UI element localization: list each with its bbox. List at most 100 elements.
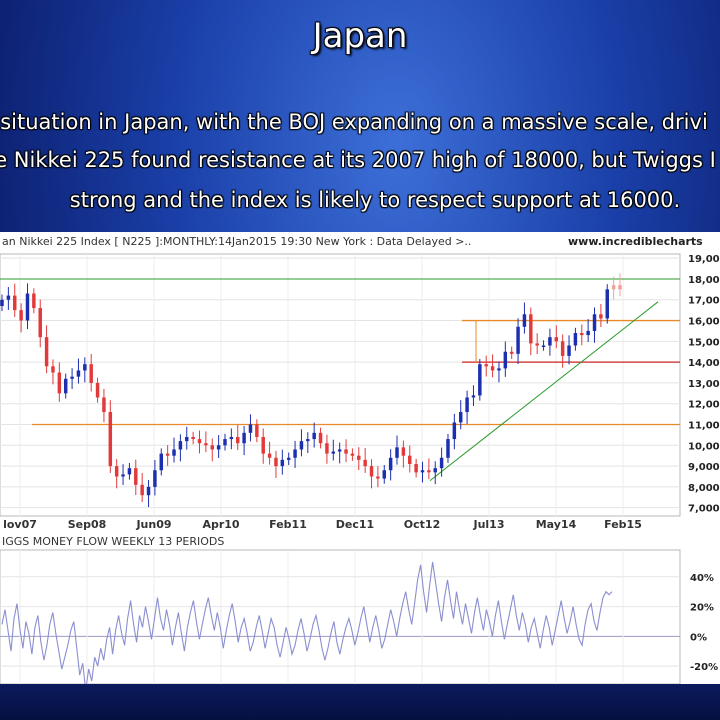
candle-body bbox=[306, 439, 310, 442]
candle-body bbox=[490, 366, 495, 371]
price-x-tick-label: Dec11 bbox=[336, 518, 374, 531]
indicator-grid bbox=[0, 550, 680, 684]
price-y-tick-label: 11,00 bbox=[688, 421, 720, 432]
indicator-y-tick-label: 40% bbox=[690, 573, 714, 584]
indicator-y-axis: 40% 20% 0% -20% bbox=[690, 573, 718, 673]
bottom-band bbox=[0, 684, 720, 720]
candle-body bbox=[522, 314, 527, 327]
candle-body bbox=[19, 310, 23, 321]
candle-body bbox=[458, 412, 463, 423]
candle-body bbox=[95, 382, 100, 398]
price-x-tick-label: May14 bbox=[536, 518, 577, 531]
candle-body bbox=[331, 451, 336, 454]
candle-body bbox=[446, 439, 450, 458]
price-y-tick-label: 8,000 bbox=[688, 483, 720, 494]
candle-body bbox=[165, 453, 170, 456]
price-y-tick-label: 15,00 bbox=[688, 337, 720, 348]
candle-body bbox=[618, 285, 622, 290]
candle-body bbox=[102, 397, 106, 413]
price-x-tick-label: Feb11 bbox=[269, 518, 307, 531]
candle-body bbox=[344, 449, 348, 454]
candle-body bbox=[248, 424, 253, 433]
chart-panel: 19,00 18,00 17,00 16,00 15,00 14,00 13,00 12,00… bbox=[0, 232, 720, 691]
candle-body bbox=[185, 436, 189, 442]
candle-body bbox=[414, 464, 418, 473]
price-x-tick-label: Jun09 bbox=[135, 518, 171, 531]
candle-body bbox=[439, 457, 444, 469]
candle-body bbox=[38, 308, 42, 338]
uptrend-line bbox=[429, 301, 659, 482]
candle-body bbox=[586, 330, 590, 336]
candle-body bbox=[535, 343, 539, 346]
candle-body bbox=[388, 457, 393, 471]
price-chart-header: an Nikkei 225 Index [ N225 ]:MONTHLY:14J… bbox=[2, 235, 471, 248]
candle-body bbox=[267, 453, 272, 458]
candle-body bbox=[325, 443, 329, 454]
price-x-tick-label: Feb15 bbox=[604, 518, 642, 531]
candle-body bbox=[478, 364, 482, 396]
candle-body bbox=[299, 441, 304, 450]
candle-body bbox=[573, 333, 578, 346]
candle-body bbox=[408, 455, 412, 465]
price-y-tick-label: 13,00 bbox=[688, 379, 720, 390]
price-y-tick-label: 16,00 bbox=[688, 317, 720, 328]
candle-body bbox=[76, 370, 81, 377]
candle-body bbox=[554, 337, 559, 342]
candle-body bbox=[172, 449, 176, 456]
candle-body bbox=[548, 337, 552, 346]
slide-title: Japan bbox=[312, 16, 408, 56]
price-y-tick-label: 17,00 bbox=[688, 296, 720, 307]
price-x-tick-label: Apr10 bbox=[202, 518, 239, 531]
candle-body bbox=[580, 333, 584, 336]
price-y-tick-label: 14,00 bbox=[688, 358, 720, 369]
candle-body bbox=[159, 453, 164, 471]
candle-body bbox=[369, 466, 374, 477]
candle-body bbox=[204, 443, 208, 446]
price-y-tick-label: 7,000 bbox=[688, 504, 720, 515]
candle-body bbox=[89, 364, 93, 383]
candle-body bbox=[293, 449, 297, 458]
candle-body bbox=[210, 445, 214, 450]
candle-body bbox=[83, 364, 87, 371]
price-y-tick-label: 19,00 bbox=[688, 254, 720, 265]
caption-line-3: strong and the index is likely to respec… bbox=[69, 188, 681, 212]
candle-body bbox=[611, 285, 616, 290]
candle-body bbox=[274, 457, 278, 467]
candle-body bbox=[229, 436, 234, 440]
money-flow-line bbox=[1, 561, 613, 691]
candle-body bbox=[178, 441, 183, 450]
candle-body bbox=[121, 474, 125, 477]
candle-body bbox=[471, 395, 476, 398]
candle-body bbox=[235, 436, 240, 444]
candle-body bbox=[497, 368, 501, 371]
candle-body bbox=[516, 326, 520, 354]
price-chart-source: www.incrediblecharts bbox=[568, 235, 703, 248]
candle-body bbox=[567, 345, 571, 356]
candle-body bbox=[286, 457, 291, 460]
candle-body bbox=[503, 351, 508, 369]
candle-body bbox=[261, 436, 265, 454]
price-y-axis: 19,00 18,00 17,00 16,00 15,00 14,00 13,00 12,00… bbox=[688, 254, 720, 515]
price-y-tick-label: 12,00 bbox=[688, 400, 720, 411]
price-y-tick-label: 10,00 bbox=[688, 441, 720, 452]
candle-body bbox=[541, 345, 546, 347]
price-y-tick-label: 9,000 bbox=[688, 462, 720, 473]
candle-body bbox=[382, 470, 387, 479]
candle-body bbox=[376, 476, 380, 479]
candle-body bbox=[57, 372, 62, 394]
indicator-title: IGGS MONEY FLOW WEEKLY 13 PERIODS bbox=[2, 535, 224, 548]
price-x-tick-label: Sep08 bbox=[68, 518, 107, 531]
candle-body bbox=[114, 466, 119, 477]
candle-body bbox=[191, 436, 195, 440]
candle-body bbox=[25, 293, 30, 321]
candle-body bbox=[146, 486, 151, 496]
candle-body bbox=[13, 295, 17, 311]
candle-body bbox=[44, 337, 49, 367]
price-y-tick-label: 18,00 bbox=[688, 275, 720, 286]
indicator-y-tick-label: 0% bbox=[690, 632, 707, 643]
price-grid bbox=[0, 254, 680, 516]
price-candles bbox=[0, 273, 622, 508]
price-plot-frame bbox=[0, 253, 681, 517]
indicator-y-tick-label: -20% bbox=[690, 662, 718, 673]
candle-body bbox=[484, 364, 488, 367]
